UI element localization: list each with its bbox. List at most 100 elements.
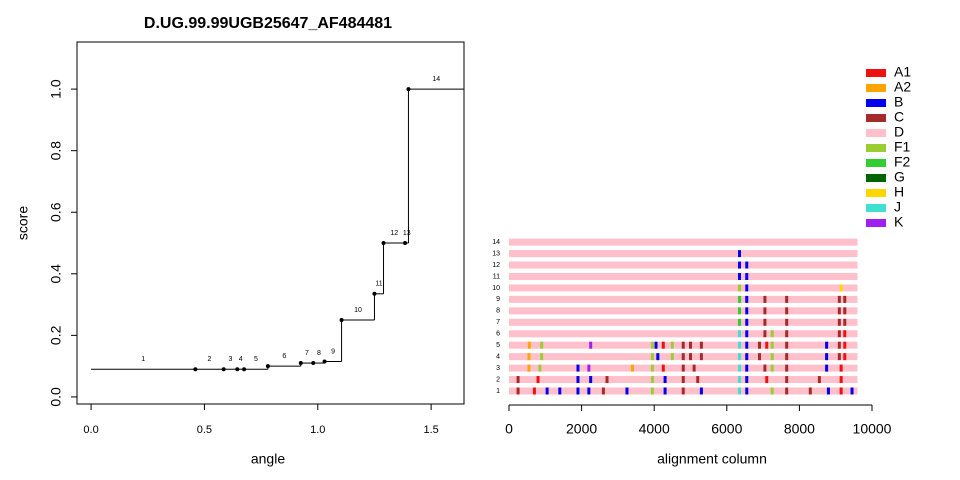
x-tick-label: 0.0 — [83, 424, 98, 436]
subtype-stripe — [689, 341, 692, 349]
subtype-stripe — [763, 307, 767, 315]
subtype-stripe — [654, 341, 658, 349]
subtype-stripe — [650, 364, 654, 372]
subtype-stripe — [839, 376, 843, 384]
subtype-stripe — [650, 341, 654, 349]
row-background — [509, 307, 858, 315]
subtype-stripe — [839, 387, 843, 395]
subtype-stripe — [738, 261, 742, 269]
subtype-stripe — [839, 284, 843, 292]
step-label: 9 — [331, 348, 335, 355]
legend-swatch — [866, 174, 886, 182]
subtype-stripe — [625, 387, 629, 395]
x-tick-label: 0 — [505, 421, 513, 437]
subtype-stripe — [785, 353, 789, 361]
subtype-stripe — [663, 376, 667, 384]
subtype-stripe — [699, 387, 703, 395]
subtype-stripe — [745, 364, 749, 372]
x-axis-label: alignment column — [657, 451, 767, 467]
row-background — [509, 318, 858, 326]
subtype-stripe — [532, 387, 536, 395]
y-tick-label: 0.4 — [48, 264, 64, 284]
y-tick-label: 0.0 — [48, 387, 64, 407]
subtype-stripe — [837, 295, 841, 303]
subtype-stripe — [738, 295, 742, 303]
subtype-stripe — [587, 364, 591, 372]
step-label: 6 — [282, 353, 286, 360]
subtype-stripe — [540, 341, 544, 349]
subtype-stripe — [576, 376, 580, 384]
subtype-stripe — [745, 387, 749, 395]
subtype-stripe — [839, 364, 843, 372]
subtype-stripe — [843, 295, 847, 303]
row-label: 6 — [496, 331, 500, 338]
step-label: 7 — [305, 350, 309, 357]
subtype-stripe — [837, 318, 841, 326]
subtype-stripe — [545, 387, 549, 395]
x-axis-label: angle — [251, 451, 285, 467]
row-label: 1 — [496, 388, 500, 395]
subtype-stripe — [656, 353, 660, 361]
subtype-stripe — [538, 364, 542, 372]
subtype-stripe — [738, 341, 742, 349]
subtype-stripe — [661, 341, 665, 349]
subtype-stripe — [699, 341, 703, 349]
x-tick-label: 2000 — [566, 421, 597, 437]
subtype-stripe — [785, 318, 789, 326]
legend-swatch — [866, 219, 886, 227]
legend-label: J — [894, 199, 901, 215]
subtype-stripe — [843, 341, 847, 349]
subtype-stripe — [745, 284, 749, 292]
row-background — [509, 295, 858, 303]
x-tick-label: 6000 — [711, 421, 742, 437]
row-label: 2 — [496, 376, 500, 383]
chart-title: D.UG.99.99UGB25647_AF484481 — [144, 15, 392, 32]
step-point — [372, 291, 377, 296]
plot-box — [76, 41, 465, 405]
legend-swatch — [866, 69, 886, 77]
subtype-stripe — [650, 353, 654, 361]
legend-label: K — [894, 214, 904, 230]
subtype-stripe — [745, 261, 749, 269]
subtype-stripe — [661, 364, 665, 372]
x-tick-label: 10000 — [853, 421, 892, 437]
step-label: 10 — [354, 307, 362, 314]
subtype-stripe — [825, 353, 829, 361]
subtype-stripe — [785, 387, 789, 395]
subtype-stripe — [516, 387, 520, 395]
subtype-stripe — [808, 387, 812, 395]
legend-swatch — [866, 129, 886, 137]
step-point — [322, 359, 327, 364]
row-label: 7 — [496, 319, 500, 326]
row-background — [509, 238, 858, 246]
subtype-stripe — [745, 376, 749, 384]
subtype-stripe — [763, 318, 767, 326]
subtype-stripe — [757, 353, 761, 361]
step-label: 5 — [254, 356, 258, 363]
legend-swatch — [866, 84, 886, 92]
subtype-stripe — [785, 376, 789, 384]
subtype-stripe — [817, 376, 821, 384]
subtype-stripe — [826, 387, 830, 395]
subtype-stripe — [843, 307, 847, 315]
subtype-stripe — [843, 330, 847, 338]
row-background — [509, 273, 858, 280]
subtype-stripe — [837, 330, 841, 338]
step-point — [298, 361, 303, 366]
subtype-stripe — [765, 341, 769, 349]
legend-label: H — [894, 184, 904, 200]
subtype-stripe — [681, 376, 685, 384]
subtype-stripe — [837, 341, 841, 349]
subtype-stripe — [738, 330, 742, 338]
subtype-stripe — [785, 364, 789, 372]
x-tick-label: 0.5 — [197, 424, 212, 436]
subtype-stripe — [738, 250, 742, 258]
subtype-stripe — [527, 364, 531, 372]
subtype-stripe — [770, 341, 774, 349]
subtype-stripe — [843, 318, 847, 326]
subtype-stripe — [650, 376, 654, 384]
row-background — [509, 330, 858, 338]
step-label: 3 — [229, 356, 233, 363]
row-label: 5 — [496, 342, 500, 349]
